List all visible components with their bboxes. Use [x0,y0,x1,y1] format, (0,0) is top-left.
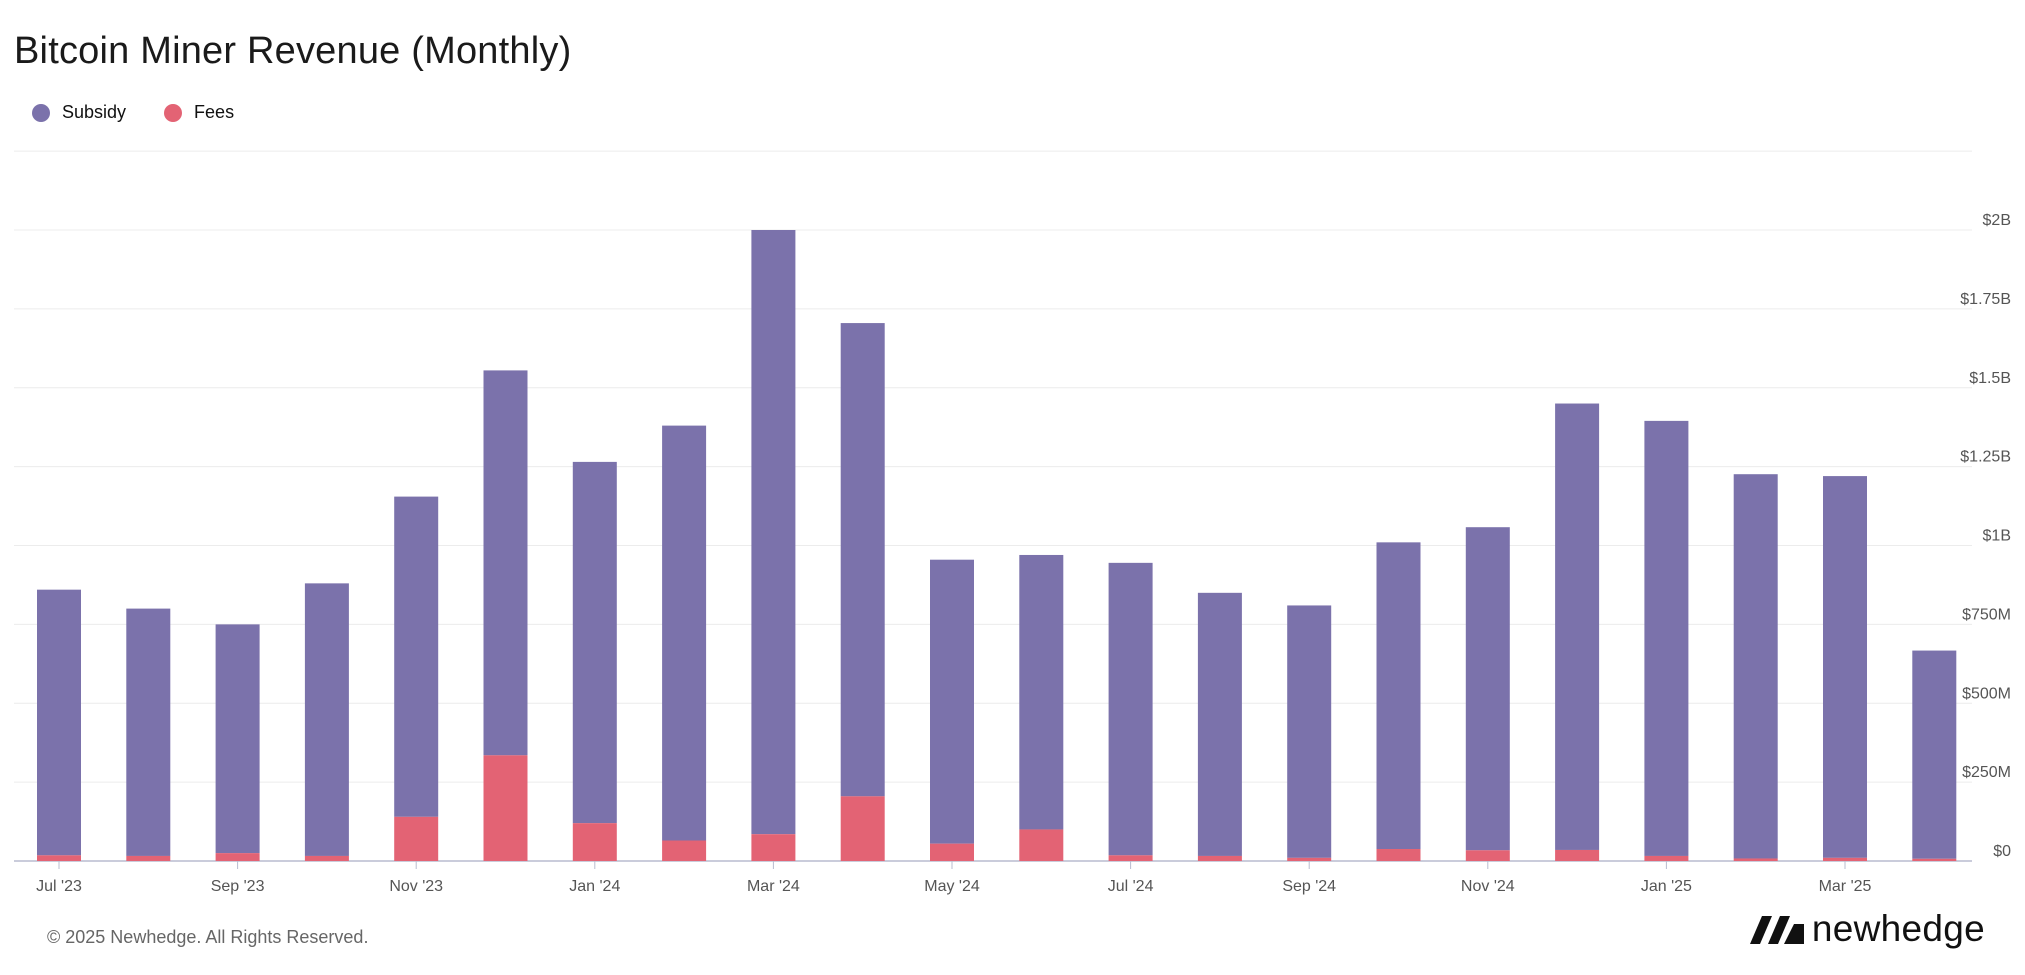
bar-subsidy[interactable] [126,608,171,856]
x-tick-label: Jan '25 [1641,878,1692,895]
bar-fees[interactable] [1376,849,1421,861]
brand-logo[interactable]: newhedge [1749,908,1985,950]
bar-subsidy[interactable] [394,496,439,817]
bar-fees[interactable] [1555,849,1600,861]
bar-fees[interactable] [1644,855,1689,861]
y-tick-label: $500M [1962,685,2011,702]
x-tick-label: Nov '23 [389,878,443,895]
bar-fees[interactable] [126,855,171,861]
fees-swatch-icon [164,103,183,122]
bar-subsidy[interactable] [1108,562,1153,856]
x-tick-label: Mar '24 [747,878,800,895]
newhedge-logo-icon [1749,916,1804,944]
bar-fees[interactable] [483,755,528,861]
y-tick-label: $1.5B [1969,370,2011,387]
x-tick-label: Sep '24 [1282,878,1336,895]
x-tick-label: Jul '24 [1108,878,1154,895]
bar-fees[interactable] [1108,855,1153,861]
bar-fees[interactable] [394,816,439,861]
x-tick-label: Sep '23 [211,878,265,895]
bar-subsidy[interactable] [304,583,349,856]
bar-subsidy[interactable] [1376,542,1421,850]
x-tick-label: May '24 [924,878,980,895]
x-tick-label: Jan '24 [569,878,620,895]
bar-subsidy[interactable] [751,230,796,835]
bar-subsidy[interactable] [37,589,81,856]
bar-subsidy[interactable] [930,559,974,844]
bar-fees[interactable] [1287,857,1332,861]
y-tick-label: $0 [1993,843,2011,860]
bar-subsidy[interactable] [1287,605,1332,858]
bar-subsidy[interactable] [1197,592,1242,856]
bar-subsidy[interactable] [1019,554,1064,830]
bar-fees[interactable] [572,823,617,861]
bar-fees[interactable] [215,853,260,861]
x-tick-label: Nov '24 [1461,878,1515,895]
bar-subsidy[interactable] [1644,420,1689,856]
bar-subsidy[interactable] [1555,403,1600,850]
y-tick-label: $2B [1983,212,2011,229]
bar-subsidy[interactable] [572,461,617,824]
bar-fees[interactable] [1197,855,1242,861]
bar-subsidy[interactable] [1823,476,1867,858]
bar-fees[interactable] [662,840,707,861]
bar-fees[interactable] [1019,829,1064,861]
subsidy-swatch-icon [32,103,50,122]
x-tick-label: Jul '23 [36,878,82,895]
legend-label-fees: Fees [194,102,235,122]
y-tick-label: $1.75B [1960,291,2011,308]
y-tick-label: $1B [1983,528,2011,545]
y-axis-ticks: $0 $250M $500M $750M $1B $1.25B $1.5B $1.75B $2B [1960,212,2011,860]
y-tick-label: $1.25B [1960,449,2011,466]
bar-fees[interactable] [1733,858,1778,861]
bars [37,230,1957,861]
bar-subsidy[interactable] [1733,474,1778,859]
x-tick-label: Mar '25 [1819,878,1872,895]
y-tick-label: $250M [1962,764,2011,781]
y-tick-label: $750M [1962,606,2011,623]
bar-fees[interactable] [751,834,796,861]
bar-fees[interactable] [1912,858,1957,861]
legend-label-subsidy: Subsidy [62,102,127,122]
bar-fees[interactable] [1465,850,1510,861]
bar-fees[interactable] [37,855,81,861]
bar-subsidy[interactable] [1465,527,1510,851]
legend-item-fees[interactable]: Fees [164,102,234,123]
brand-name: newhedge [1811,908,1985,949]
bar-subsidy[interactable] [662,425,707,841]
copyright-text: © 2025 Newhedge. All Rights Reserved. [47,927,369,947]
bar-fees[interactable] [930,843,974,861]
chart-title: Bitcoin Miner Revenue (Monthly) [14,30,572,72]
bar-fees[interactable] [840,796,885,861]
bar-subsidy[interactable] [215,624,260,854]
x-axis-ticks: Jul '23 Sep '23 Nov '23 Jan '24 Mar '24 May '… [36,861,1872,895]
bar-subsidy[interactable] [483,370,528,756]
bar-fees[interactable] [1823,857,1867,861]
chart-legend: Subsidy Fees [32,102,234,123]
legend-item-subsidy[interactable]: Subsidy [32,102,126,123]
bar-subsidy[interactable] [1912,650,1957,859]
bar-subsidy[interactable] [840,323,885,797]
bar-fees[interactable] [304,855,349,861]
